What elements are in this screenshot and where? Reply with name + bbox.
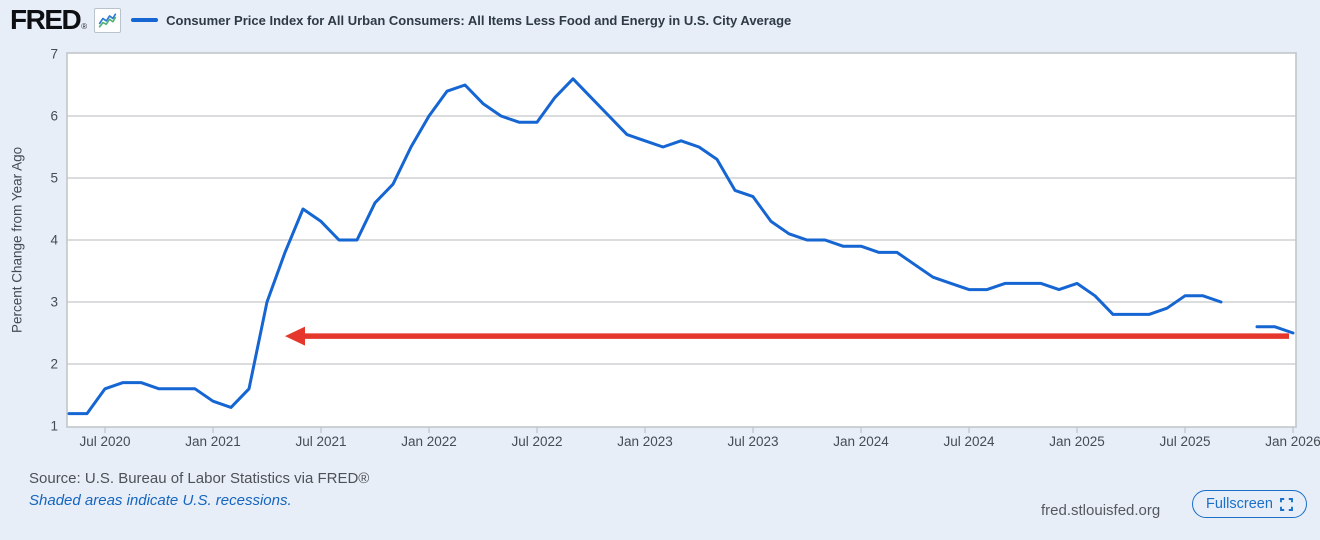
y-tick-label: 7: [50, 47, 58, 62]
x-tick-label: Jul 2023: [727, 434, 778, 449]
y-axis-title: Percent Change from Year Ago: [9, 146, 25, 334]
y-tick-label: 4: [50, 233, 58, 248]
series-title: Consumer Price Index for All Urban Consu…: [166, 12, 792, 28]
x-tick-label: Jul 2021: [295, 434, 346, 449]
line-chart: 1 2 3 4 5 6 7 Jul 2020 Jan 2021 Jul 2021 Jan 2022 J…: [50, 47, 1320, 450]
fullscreen-button[interactable]: Fullscreen: [1192, 490, 1307, 518]
x-tick-label: Jan 2026: [1265, 434, 1320, 449]
fullscreen-button-label: Fullscreen: [1206, 496, 1273, 512]
x-tick-label: Jul 2025: [1159, 434, 1210, 449]
x-tick-label: Jul 2024: [943, 434, 995, 449]
plot-border: [66, 52, 1297, 428]
y-tick-label: 3: [50, 295, 58, 310]
fred-logo[interactable]: FRED: [10, 4, 82, 35]
x-tick-label: Jul 2020: [79, 434, 130, 449]
y-tick-label: 2: [50, 357, 58, 372]
x-tick-label: Jan 2022: [401, 434, 457, 449]
fullscreen-icon: [1279, 497, 1293, 511]
x-tick-label: Jan 2025: [1049, 434, 1105, 449]
y-tick-label: 1: [50, 419, 58, 434]
recessions-note-link[interactable]: Shaded areas indicate U.S. recessions.: [29, 492, 292, 509]
x-tick-label: Jul 2022: [511, 434, 562, 449]
source-attribution: Source: U.S. Bureau of Labor Statistics …: [29, 470, 370, 487]
y-tick-label: 6: [50, 109, 58, 124]
x-tick-label: Jan 2021: [185, 434, 241, 449]
x-tick-label: Jan 2023: [617, 434, 673, 449]
series-legend-line: [131, 18, 159, 22]
chart-header: FRED ® Consumer Price Index for All Urba…: [10, 4, 792, 35]
series-line: [67, 77, 1295, 416]
y-tick-label: 5: [50, 171, 58, 186]
fred-site-url: fred.stlouisfed.org: [1041, 502, 1161, 519]
x-tick-label: Jan 2024: [833, 434, 889, 449]
registered-trademark: ®: [81, 22, 88, 31]
red-arrow-head: [285, 326, 305, 346]
fred-sparkline-icon: [94, 7, 122, 33]
